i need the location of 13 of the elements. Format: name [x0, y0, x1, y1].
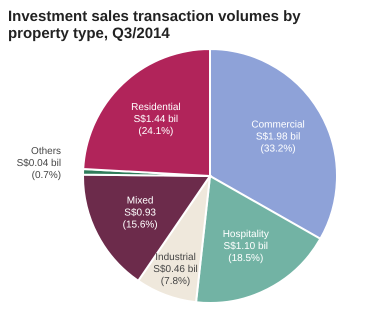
data-label: S$0.46 bil (7.8%) [153, 263, 198, 286]
data-label: S$1.10 bil (18.5%) [224, 240, 268, 264]
data-label: S$0.93 (15.6%) [122, 206, 158, 230]
data-label: S$0.04 bil (0.7%) [16, 157, 62, 180]
slice-label: Industrial [155, 251, 196, 262]
slice-label: Commercial [251, 118, 305, 130]
slice-label: Hospitality [222, 228, 269, 240]
slice-label: Others [31, 145, 62, 156]
slice-label: Mixed [126, 194, 154, 206]
slice-label: Residential [131, 101, 181, 112]
data-label: S$1.44 bil (24.1%) [134, 113, 178, 136]
data-label: S$1.98 bil (33.2%) [256, 130, 300, 154]
chart-title: Investment sales transaction volumes by property type, Q3/2014 [8, 8, 302, 42]
